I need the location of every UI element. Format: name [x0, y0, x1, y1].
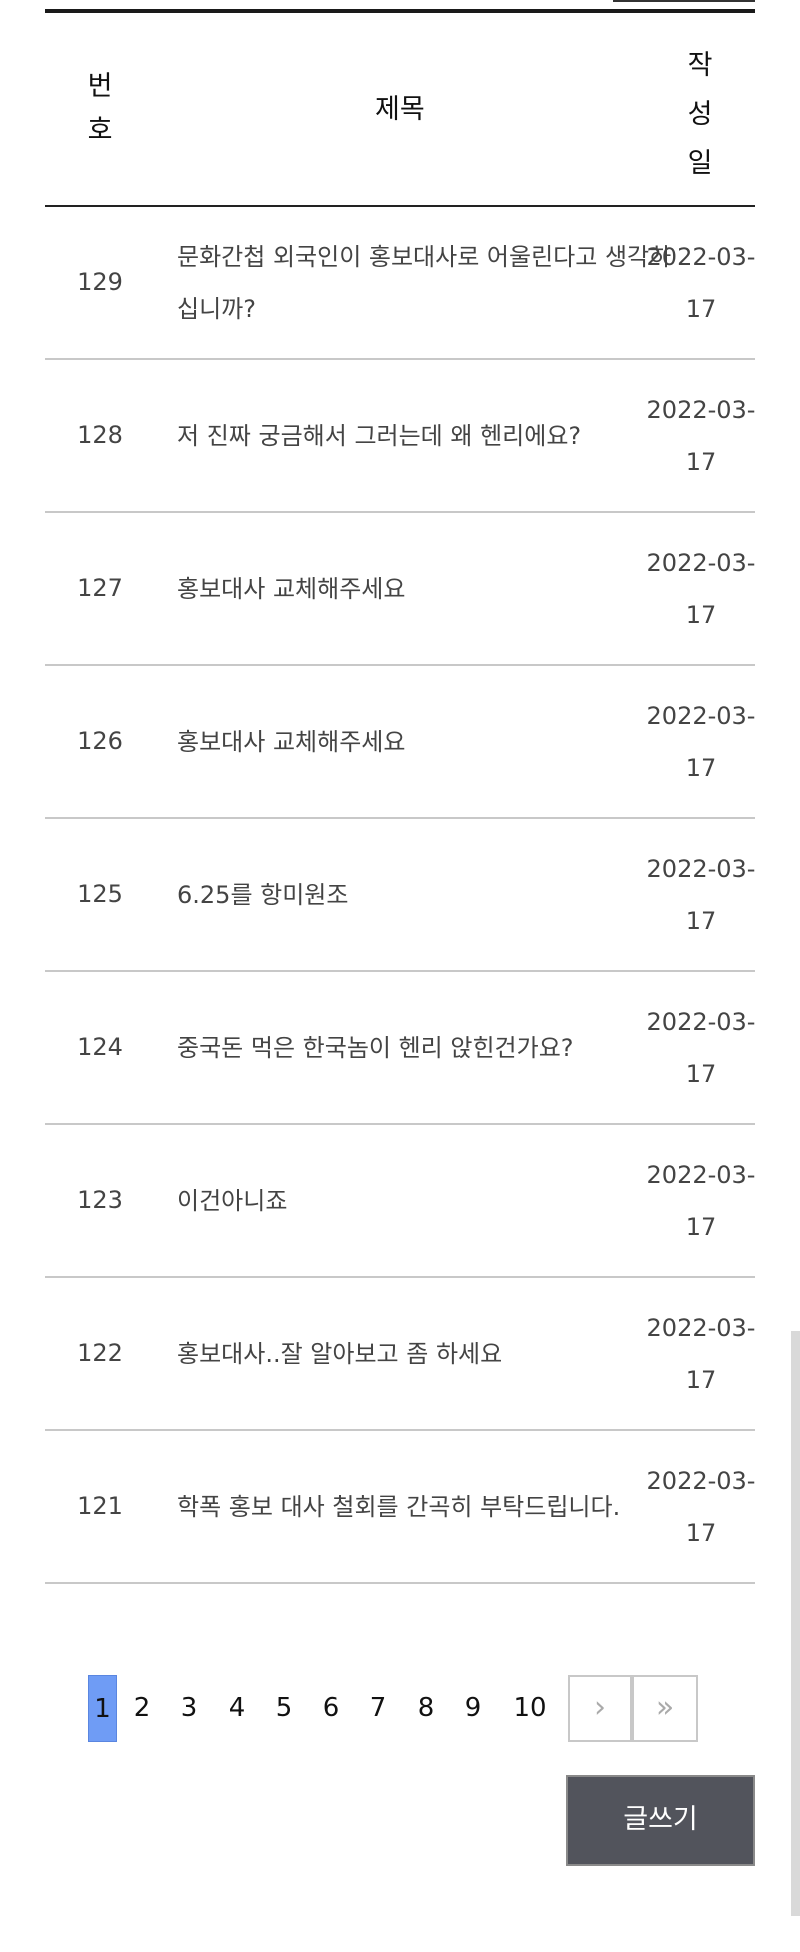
page-4-link[interactable]: 4: [228, 1693, 246, 1723]
page-10-link[interactable]: 10: [513, 1693, 547, 1723]
header-title: 제목: [375, 94, 425, 125]
double-chevron-right-icon: »: [655, 1690, 675, 1725]
header-date: 작성일: [687, 50, 713, 179]
post-number: 125: [77, 880, 123, 908]
page-3-link[interactable]: 3: [180, 1693, 198, 1723]
page-9-link[interactable]: 9: [464, 1693, 482, 1723]
table-header: 번호 제목 작성일: [45, 13, 755, 207]
post-date: 2022-03-17: [646, 395, 756, 476]
post-date: 2022-03-17: [646, 1313, 756, 1394]
table-row[interactable]: 124 중국돈 먹은 한국놈이 헨리 앉힌건가요? 2022-03-17: [45, 972, 755, 1125]
next-page-button[interactable]: ›: [568, 1675, 632, 1742]
table-row[interactable]: 126 홍보대사 교체해주세요 2022-03-17: [45, 666, 755, 819]
post-date: 2022-03-17: [646, 1160, 756, 1241]
page-6-link[interactable]: 6: [322, 1693, 340, 1723]
post-number: 122: [77, 1339, 123, 1367]
table-row[interactable]: 128 저 진짜 궁금해서 그러는데 왜 헨리에요? 2022-03-17: [45, 360, 755, 513]
page-5-link[interactable]: 5: [275, 1693, 293, 1723]
post-list: 129 문화간첩 외국인이 홍보대사로 어울린다고 생각하십니까? 2022-0…: [45, 207, 755, 1584]
page-2-link[interactable]: 2: [133, 1693, 151, 1723]
post-title-link[interactable]: 중국돈 먹은 한국놈이 헨리 앉힌건가요?: [177, 1033, 574, 1062]
table-row[interactable]: 121 학폭 홍보 대사 철회를 간곡히 부탁드립니다. 2022-03-17: [45, 1431, 755, 1584]
scrollbar[interactable]: [791, 1331, 800, 1916]
page-8-link[interactable]: 8: [417, 1693, 435, 1723]
post-title-link[interactable]: 문화간첩 외국인이 홍보대사로 어울린다고 생각하십니까?: [177, 242, 672, 323]
table-top-border: [45, 9, 755, 13]
table-row[interactable]: 123 이건아니죠 2022-03-17: [45, 1125, 755, 1278]
post-date: 2022-03-17: [646, 242, 756, 323]
top-divider: [613, 0, 755, 2]
post-date: 2022-03-17: [646, 701, 756, 782]
post-title-link[interactable]: 홍보대사 교체해주세요: [177, 727, 406, 756]
post-title-link[interactable]: 홍보대사..잘 알아보고 좀 하세요: [177, 1339, 503, 1368]
post-title-link[interactable]: 홍보대사 교체해주세요: [177, 574, 406, 603]
post-date: 2022-03-17: [646, 854, 756, 935]
table-row[interactable]: 125 6.25를 항미원조 2022-03-17: [45, 819, 755, 972]
post-title-link[interactable]: 6.25를 항미원조: [177, 880, 349, 909]
post-date: 2022-03-17: [646, 1466, 756, 1547]
table-row[interactable]: 122 홍보대사..잘 알아보고 좀 하세요 2022-03-17: [45, 1278, 755, 1431]
post-number: 127: [77, 574, 123, 602]
last-page-button[interactable]: »: [632, 1675, 698, 1742]
post-number: 128: [77, 421, 123, 449]
table-row[interactable]: 127 홍보대사 교체해주세요 2022-03-17: [45, 513, 755, 666]
write-button[interactable]: 글쓰기: [566, 1775, 755, 1866]
page-1-link[interactable]: 1: [88, 1675, 117, 1742]
post-number: 129: [77, 268, 123, 296]
page-7-link[interactable]: 7: [369, 1693, 387, 1723]
header-number: 번호: [87, 71, 113, 146]
post-title-link[interactable]: 저 진짜 궁금해서 그러는데 왜 헨리에요?: [177, 421, 582, 450]
post-number: 126: [77, 727, 123, 755]
table-row[interactable]: 129 문화간첩 외국인이 홍보대사로 어울린다고 생각하십니까? 2022-0…: [45, 207, 755, 360]
post-title-link[interactable]: 학폭 홍보 대사 철회를 간곡히 부탁드립니다.: [177, 1492, 621, 1521]
post-number: 123: [77, 1186, 123, 1214]
post-number: 124: [77, 1033, 123, 1061]
chevron-right-icon: ›: [594, 1690, 606, 1725]
post-date: 2022-03-17: [646, 1007, 756, 1088]
post-title-link[interactable]: 이건아니죠: [177, 1186, 288, 1215]
post-date: 2022-03-17: [646, 548, 756, 629]
post-number: 121: [77, 1492, 123, 1520]
